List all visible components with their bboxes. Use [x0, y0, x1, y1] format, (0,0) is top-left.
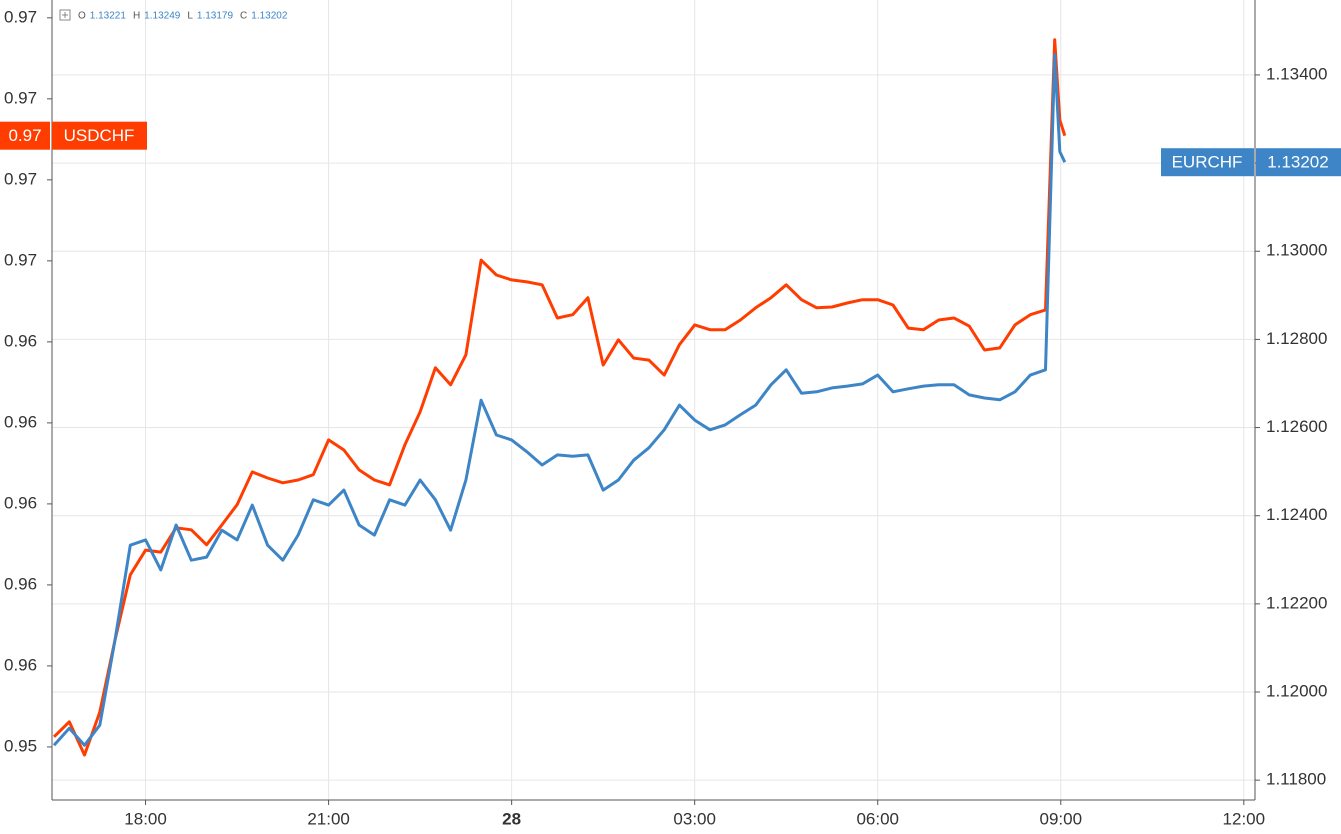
- y2-tick-label: 1.12800: [1266, 329, 1327, 348]
- x-tick-label: 18:00: [124, 809, 167, 828]
- x-tick-label: 21:00: [307, 809, 350, 828]
- y-tick-label: 0.96: [4, 493, 37, 512]
- tag-value-box: [1256, 148, 1341, 177]
- y-tick-label: 0.95: [4, 736, 37, 755]
- y2-tick-label: 1.13400: [1266, 64, 1327, 83]
- y2-tick-label: 1.11800: [1266, 770, 1326, 789]
- y2-tick-label: 1.12200: [1266, 593, 1327, 612]
- ohlc-value: 1.13179: [197, 11, 234, 22]
- y-tick-label: 0.97: [4, 88, 37, 107]
- tag-name-box: [52, 121, 147, 150]
- y2-tick-label: 1.12000: [1266, 681, 1327, 700]
- y2-tick-label: 1.12600: [1266, 417, 1327, 436]
- ohlc-label: C: [240, 11, 247, 22]
- y-tick-label: 0.96: [4, 412, 37, 431]
- tag-name: USDCHF: [64, 126, 135, 145]
- ohlc-value: 1.13202: [251, 11, 288, 22]
- x-tick-label: 09:00: [1039, 809, 1082, 828]
- ohlc-label: L: [187, 11, 193, 22]
- expand-icon: [59, 9, 71, 21]
- ohlc-label: O: [78, 11, 86, 22]
- x-tick-label: 06:00: [856, 809, 899, 828]
- tag-name-box: [1161, 148, 1254, 177]
- y-tick-label: 0.96: [4, 655, 37, 674]
- tag-value-box: [0, 121, 50, 150]
- ohlc-label: H: [133, 11, 140, 22]
- tag-value: 0.97: [8, 126, 41, 145]
- x-tick-label: 28: [502, 809, 521, 828]
- ohlc-value: 1.13221: [90, 11, 127, 22]
- y-tick-label: 0.96: [4, 331, 37, 350]
- tag-value: 1.13202: [1267, 153, 1328, 172]
- y2-tick-label: 1.13000: [1266, 241, 1327, 260]
- y-tick-label: 0.97: [4, 250, 37, 269]
- y-tick-label: 0.97: [4, 169, 37, 188]
- y-tick-label: 0.97: [4, 7, 37, 26]
- y2-tick-label: 1.12400: [1266, 505, 1327, 524]
- x-tick-label: 03:00: [673, 809, 716, 828]
- price-tag: 0.97 USDCHF: [0, 121, 147, 150]
- price-tag: EURCHF 1.13202: [1161, 148, 1341, 177]
- series-line: [52, 53, 1067, 747]
- series-line: [52, 38, 1067, 757]
- y-tick-label: 0.96: [4, 574, 37, 593]
- ohlc-value: 1.13249: [144, 11, 181, 22]
- tag-name: EURCHF: [1172, 153, 1243, 172]
- x-tick-label: 12:00: [1223, 809, 1266, 828]
